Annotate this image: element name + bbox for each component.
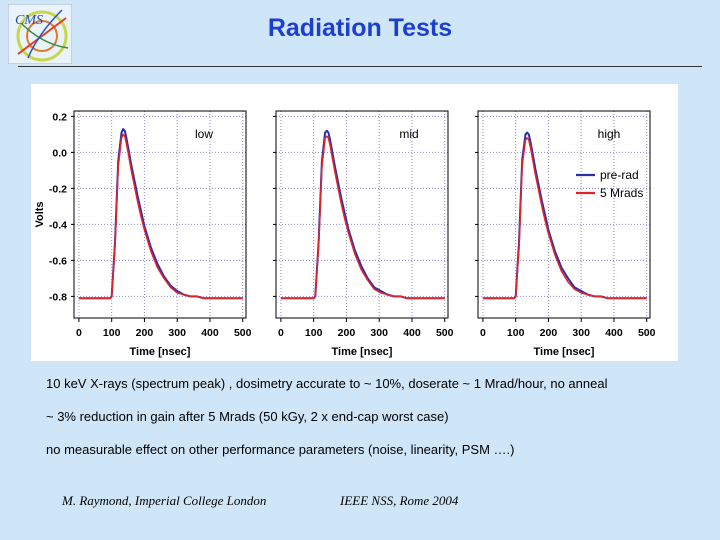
- y-tick-label: -0.2: [49, 183, 67, 195]
- y-tick-label: -0.4: [49, 219, 67, 231]
- bullet-xray-conditions: 10 keV X-rays (spectrum peak) , dosimetr…: [46, 376, 608, 391]
- x-tick-label: 200: [540, 327, 558, 339]
- y-axis-label: Volts: [34, 201, 46, 227]
- panel-label: high: [598, 127, 621, 141]
- footer-conference: IEEE NSS, Rome 2004: [340, 493, 459, 508]
- x-tick-label: 100: [103, 327, 121, 339]
- x-tick-label: 500: [638, 327, 656, 339]
- panel-frame: [73, 110, 247, 319]
- panel-label: mid: [399, 127, 418, 141]
- series-line-pre-rad: [482, 131, 647, 300]
- footer-author: M. Raymond, Imperial College London: [62, 493, 267, 508]
- x-tick-label: 400: [605, 327, 623, 339]
- x-axis-label: Time [nsec]: [332, 346, 393, 358]
- y-tick-label: -0.6: [49, 255, 67, 267]
- cms-logo: CMS: [7, 3, 73, 65]
- x-axis-label: Time [nsec]: [130, 346, 191, 358]
- y-tick-label: -0.8: [49, 291, 67, 303]
- x-tick-label: 400: [403, 327, 421, 339]
- x-tick-label: 500: [234, 327, 252, 339]
- x-tick-label: 300: [370, 327, 388, 339]
- panel-frame: [275, 110, 449, 319]
- bullet-gain-reduction: ~ 3% reduction in gain after 5 Mrads (50…: [46, 409, 449, 424]
- panel-frame: [477, 110, 651, 319]
- series-line-5-mrads: [482, 137, 647, 299]
- title-divider: [18, 66, 702, 67]
- x-tick-label: 100: [305, 327, 323, 339]
- x-axis-label: Time [nsec]: [534, 346, 595, 358]
- legend-label: 5 Mrads: [600, 186, 643, 200]
- radiation-test-chart: Volts 0.2 0.0 -0.2 -0.4 -0.6 -0.8 0 100 200 300 400…: [31, 84, 678, 361]
- slide-title: Radiation Tests: [267, 14, 453, 42]
- x-tick-label: 0: [480, 327, 486, 339]
- bullet-other-parameters: no measurable effect on other performanc…: [46, 442, 515, 457]
- x-tick-label: 0: [278, 327, 284, 339]
- x-tick-label: 200: [338, 327, 356, 339]
- series-line-5-mrads: [78, 133, 243, 299]
- legend-label: pre-rad: [600, 168, 639, 182]
- x-tick-label: 200: [136, 327, 154, 339]
- x-tick-label: 500: [436, 327, 454, 339]
- series-line-5-mrads: [280, 135, 445, 299]
- y-tick-label: 0.0: [52, 147, 67, 159]
- panel-label: low: [195, 127, 213, 141]
- y-tick-label: 0.2: [52, 111, 67, 123]
- logo-text: CMS: [15, 13, 43, 28]
- x-tick-label: 300: [572, 327, 590, 339]
- x-tick-label: 100: [507, 327, 525, 339]
- x-tick-label: 0: [76, 327, 82, 339]
- x-tick-label: 300: [168, 327, 186, 339]
- x-tick-label: 400: [201, 327, 219, 339]
